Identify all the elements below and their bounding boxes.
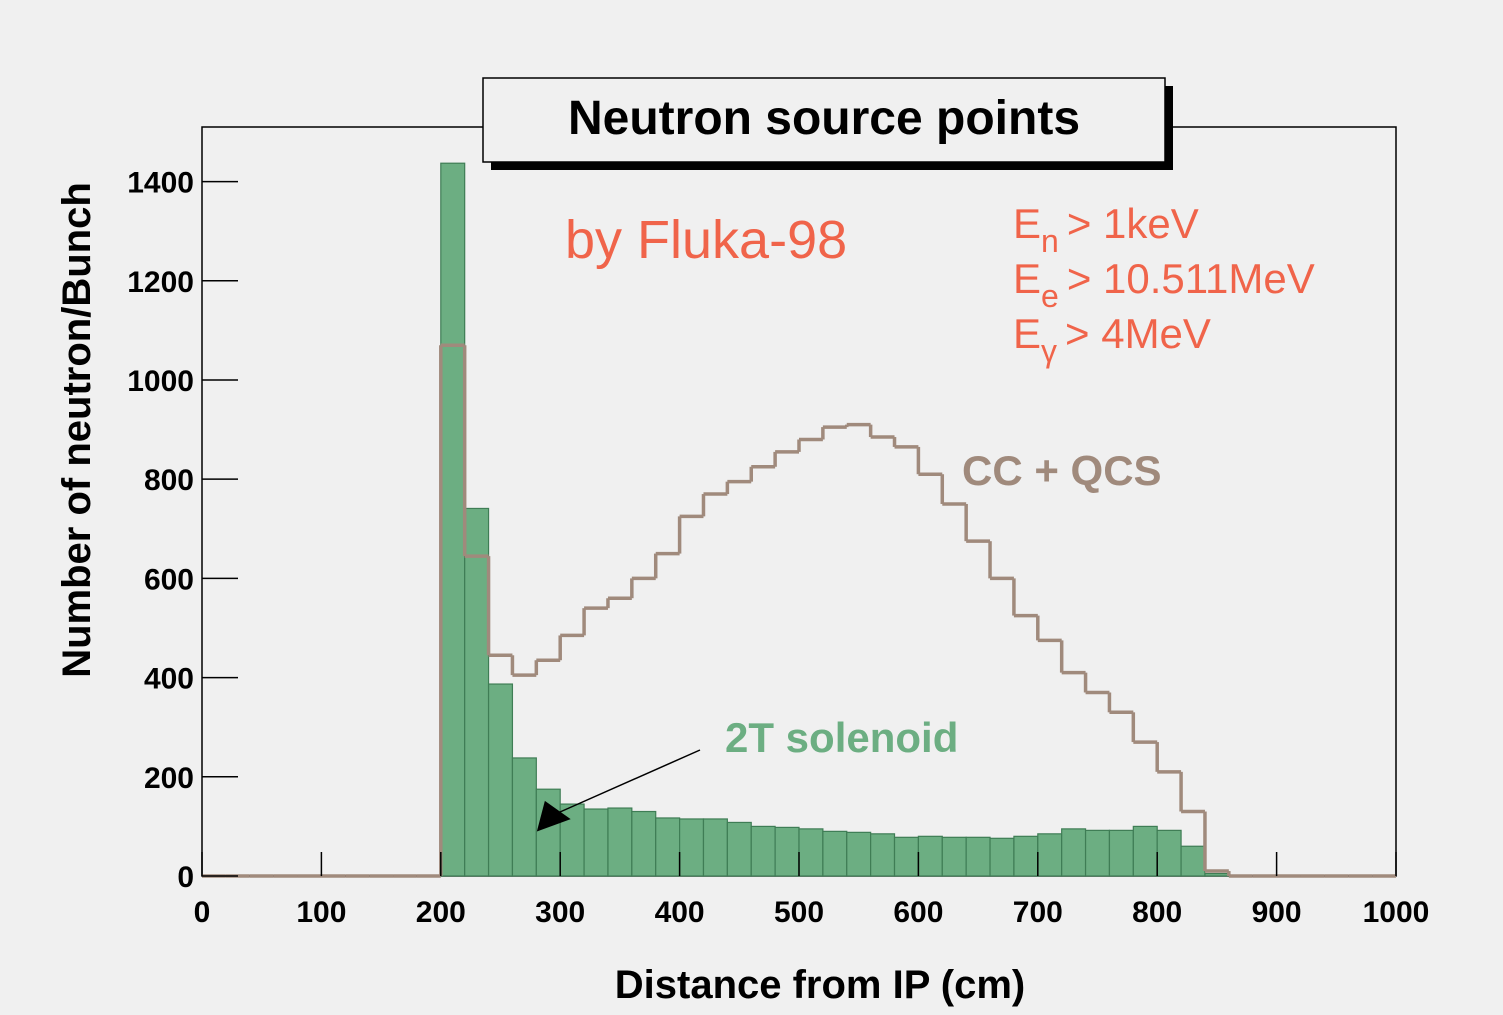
x-tick-label: 700 [1013,896,1063,929]
bar [1204,872,1230,877]
cut-text: > 4MeV [1065,310,1211,357]
bar [822,830,848,877]
x-tick-label: 400 [655,896,705,929]
bar [1108,829,1134,877]
bar [535,788,561,877]
x-tick-label: 200 [416,896,466,929]
bar [893,836,920,877]
y-tick-label: 200 [144,762,194,795]
bar [917,835,943,877]
cut-text: > 1keV [1067,200,1199,247]
arrow-line [559,749,701,813]
bar [607,807,633,877]
x-tick-label: 800 [1132,896,1182,929]
bar [1180,845,1206,877]
x-tick-label: 600 [893,896,943,929]
bar [989,837,1015,877]
x-tick-label: 1000 [1363,896,1430,929]
bar [965,836,991,877]
series-label: 2T solenoid [725,714,958,761]
bar [678,818,705,877]
cut-label: Ee > 10.511MeV [1013,255,1315,314]
x-tick-label: 100 [296,896,346,929]
x-tick-label: 900 [1252,896,1302,929]
y-tick-label: 800 [144,464,194,497]
chart-title: Neutron source points [568,92,1080,145]
bar [1156,829,1182,877]
cut-symbol: E [1013,310,1041,357]
cut-text: > 10.511MeV [1067,255,1315,302]
cut-symbol: E [1013,255,1041,302]
x-tick-label: 0 [194,896,211,929]
cut-subscript: n [1041,223,1059,259]
bar [655,817,681,877]
title-box [482,77,1166,163]
bar [870,833,896,877]
marks [202,162,1396,878]
cut-subscript: e [1041,278,1059,314]
y-axis-title: Number of neutron/Bunch [55,182,99,678]
bar [583,808,609,877]
cut-symbol: E [1013,200,1041,247]
y-tick-label: 600 [144,563,194,596]
cut-label: Eγ > 4MeV [1013,310,1211,369]
series-label: CC + QCS [962,447,1162,494]
bar [511,757,537,877]
arrow-head [536,800,571,832]
cut-label: En > 1keV [1013,200,1199,259]
bar [1061,828,1087,877]
y-tick-label: 400 [144,663,194,696]
bar [774,826,800,877]
bar [440,162,466,877]
bar [702,818,728,877]
bar [750,825,776,877]
y-tick-label: 1200 [127,266,194,299]
x-tick-label: 300 [535,896,585,929]
y-tick-label: 1000 [127,365,194,398]
subtitle: by Fluka-98 [565,210,847,270]
x-axis-title: Distance from IP (cm) [615,963,1026,1007]
bar [1037,833,1063,877]
bar [1013,835,1039,877]
y-tick-label: 1400 [127,167,194,200]
bar [726,821,752,877]
bar [1084,829,1111,877]
y-tick-label: 0 [177,861,194,894]
bar [1132,825,1158,877]
bar [487,683,514,877]
bar [798,828,824,877]
bar [631,810,657,877]
x-tick-label: 500 [774,896,824,929]
cut-subscript: γ [1041,333,1057,369]
bar [846,831,872,877]
bar [464,507,490,877]
bar [941,836,967,877]
